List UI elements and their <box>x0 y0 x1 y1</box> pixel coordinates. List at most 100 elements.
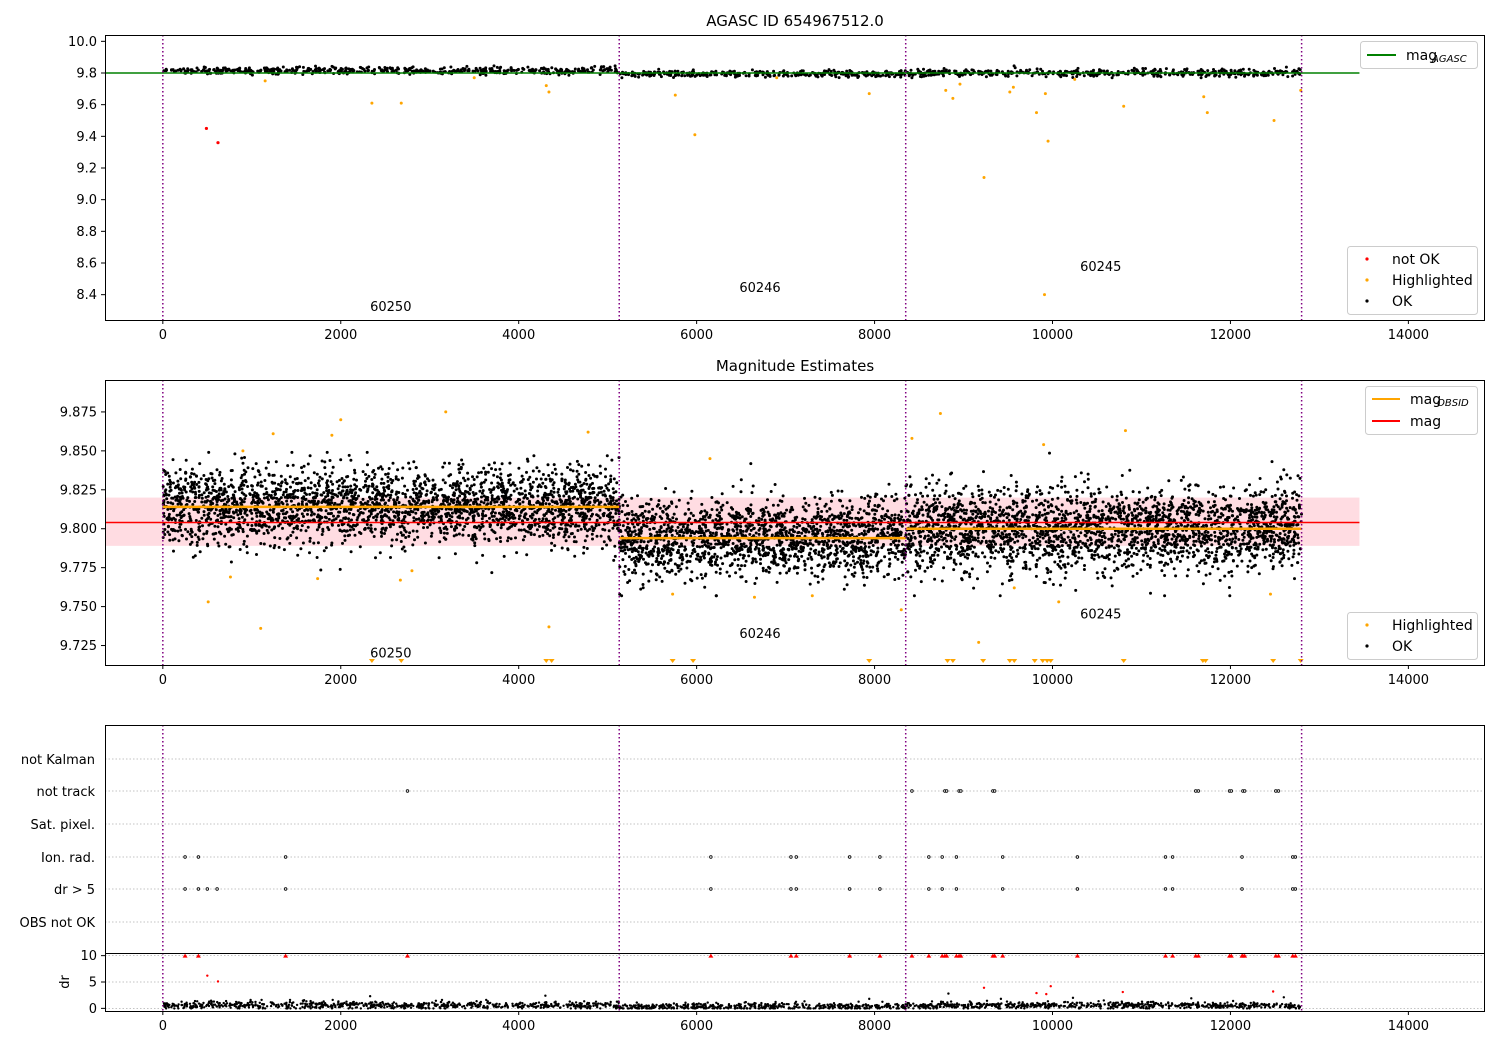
ok-point <box>537 524 541 528</box>
ok-point <box>394 477 398 481</box>
ok-point <box>300 496 304 500</box>
ok-point <box>852 555 855 559</box>
ok-point <box>333 501 337 505</box>
ok-point <box>755 576 758 580</box>
ok-point <box>648 532 652 536</box>
ok-point <box>555 500 558 504</box>
ok-point <box>271 490 275 494</box>
ok-point <box>320 501 324 504</box>
ok-point <box>575 459 579 463</box>
ok-point <box>315 67 318 71</box>
ok-point <box>466 471 470 475</box>
ok-point <box>1015 74 1019 78</box>
ok-point <box>242 539 246 543</box>
ok-point <box>1115 73 1119 77</box>
ok-point <box>560 479 564 483</box>
ok-point <box>370 530 374 534</box>
ok-point <box>315 492 319 496</box>
ok-point <box>213 69 217 73</box>
ok-point <box>487 463 491 467</box>
ok-point <box>488 516 491 520</box>
ok-point <box>517 497 520 501</box>
ok-point <box>182 485 186 489</box>
ok-point <box>470 507 474 511</box>
ok-point <box>328 459 332 462</box>
ok-point <box>591 481 594 485</box>
ok-point <box>194 496 198 499</box>
ok-point <box>557 73 561 77</box>
ok-point <box>776 503 780 507</box>
ok-point <box>801 517 805 521</box>
ok-point <box>453 482 457 486</box>
ok-point <box>817 553 821 557</box>
ok-point <box>397 516 401 520</box>
ok-point <box>588 500 592 504</box>
ok-point <box>288 68 291 72</box>
ok-point <box>299 528 303 532</box>
ok-point <box>838 544 842 548</box>
ok-point <box>544 502 548 506</box>
ok-point <box>212 496 215 500</box>
ok-point <box>899 510 903 513</box>
ok-point <box>700 576 704 580</box>
ok-point <box>373 472 377 476</box>
ok-point <box>443 481 447 485</box>
ok-point <box>500 523 504 527</box>
ok-point <box>583 539 587 543</box>
ok-point <box>171 481 175 485</box>
ok-point <box>367 526 370 530</box>
ok-point <box>408 531 412 535</box>
ok-point <box>380 509 384 512</box>
ok-point <box>576 497 580 501</box>
ok-point <box>429 490 433 494</box>
ok-point <box>589 514 593 518</box>
ok-point <box>621 558 625 562</box>
ok-point <box>246 523 250 527</box>
ok-point <box>404 536 408 539</box>
ok-point <box>412 479 416 483</box>
ok-point <box>771 503 775 507</box>
ok-point <box>553 467 557 471</box>
ok-point <box>562 494 566 498</box>
ok-point <box>202 491 206 495</box>
ok-point <box>516 67 520 71</box>
ok-point <box>775 580 779 584</box>
ok-point <box>882 499 885 503</box>
ok-point <box>807 553 811 557</box>
ok-point <box>216 514 220 517</box>
highlighted-point <box>951 96 955 100</box>
ok-point <box>172 69 176 73</box>
ok-point <box>306 486 310 490</box>
ok-point <box>922 67 925 71</box>
ok-point <box>215 66 219 70</box>
ok-point <box>942 67 946 70</box>
ok-point <box>452 68 456 72</box>
ok-point <box>588 492 592 495</box>
ok-point <box>344 68 348 71</box>
x-tick-label: 4000 <box>502 328 535 343</box>
ok-point <box>464 518 468 522</box>
ok-point <box>504 494 508 498</box>
ok-point <box>246 485 250 488</box>
ok-point <box>588 517 592 521</box>
ok-point <box>226 530 230 534</box>
ok-point <box>879 74 882 78</box>
ok-point <box>386 472 390 476</box>
ok-point <box>391 461 395 465</box>
ok-point <box>552 533 555 537</box>
ok-point <box>877 504 881 508</box>
ok-point <box>518 514 522 518</box>
ok-point <box>169 482 172 486</box>
ok-point <box>705 74 709 78</box>
ok-point <box>438 67 442 71</box>
ok-point <box>250 484 254 488</box>
ok-point <box>390 66 394 70</box>
ok-point <box>353 468 356 472</box>
ok-point <box>339 458 343 462</box>
ok-point <box>623 572 627 576</box>
ok-point <box>331 65 335 69</box>
ok-point <box>256 493 260 497</box>
ok-point <box>215 468 219 472</box>
ok-point <box>910 76 914 80</box>
ok-point <box>179 477 183 481</box>
